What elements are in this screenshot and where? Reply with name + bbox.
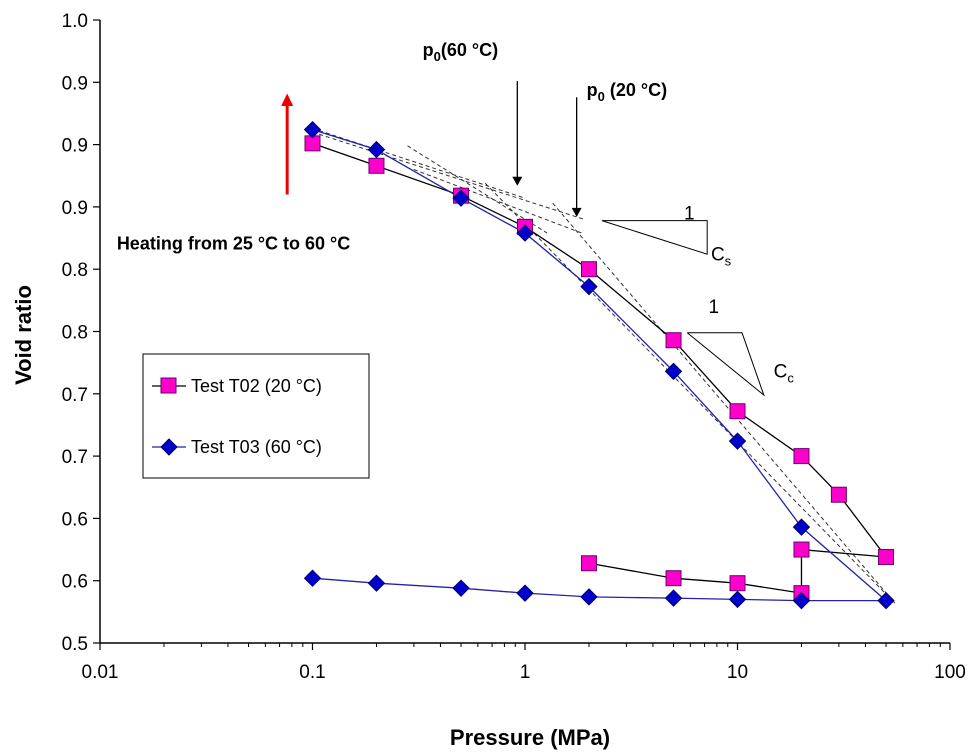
dashed-guide-line xyxy=(413,169,582,234)
data-point-t02 xyxy=(793,448,810,465)
annotation-p0-60-main: p xyxy=(423,40,434,60)
x-tick-label: 0.01 xyxy=(82,662,119,683)
slope-triangle-cs xyxy=(601,220,708,255)
y-tick-label: 0.6 xyxy=(62,572,88,593)
y-tick-label: 0.8 xyxy=(62,260,88,281)
data-point-t03 xyxy=(516,224,534,242)
annotation-p0-20-sub: 0 xyxy=(598,89,605,104)
annotation-cs-main: C xyxy=(711,244,725,265)
annotation-cs: Cs xyxy=(711,244,732,268)
slope-triangle-cc xyxy=(686,332,765,397)
series-markers xyxy=(303,120,895,610)
y-axis-title: Void ratio xyxy=(11,285,36,385)
data-point-t02 xyxy=(580,555,597,572)
data-point-t02 xyxy=(368,157,385,174)
legend-square-marker xyxy=(160,377,177,394)
x-tick-label: 1 xyxy=(520,662,531,683)
x-tick-label: 10 xyxy=(727,662,748,683)
x-ticks: 0.01 0.1 1 10 100 xyxy=(82,643,966,683)
data-point-t02 xyxy=(580,261,597,278)
annotation-p0-60: p0(60 °C) xyxy=(423,40,498,64)
y-tick-label: 0.6 xyxy=(62,509,88,530)
y-tick-label: 0.9 xyxy=(62,198,88,219)
annotation-p0-20-main: p xyxy=(587,80,598,100)
legend-entry-t03: Test T03 (60 °C) xyxy=(152,437,322,457)
annotation-p0-60-rest: (60 °C) xyxy=(441,40,498,60)
data-point-t03 xyxy=(303,569,322,587)
data-point-t02 xyxy=(830,486,847,503)
data-point-t03 xyxy=(792,591,811,610)
data-point-t03 xyxy=(516,584,534,602)
annotation-slope-one-cs: 1 xyxy=(684,203,695,224)
data-point-t02 xyxy=(665,332,682,349)
data-point-t03 xyxy=(580,277,598,296)
axes xyxy=(99,20,950,644)
y-ticks: 0.5 0.6 0.6 0.7 0.7 0.8 0.8 0.9 0.9 0.9 1.0 xyxy=(62,11,100,655)
x-tick-label: 0.1 xyxy=(299,662,325,683)
data-point-t02 xyxy=(665,570,682,587)
annotation-p0-20: p0 (20 °C) xyxy=(587,80,667,104)
dashed-guide-line xyxy=(552,202,896,604)
data-point-t03 xyxy=(877,591,895,610)
legend-label-t03: Test T03 (60 °C) xyxy=(191,437,322,457)
legend-entry-t02: Test T02 (20 °C) xyxy=(152,376,322,396)
y-tick-label: 0.7 xyxy=(62,447,88,468)
y-tick-label: 0.7 xyxy=(62,385,88,406)
data-point-t03 xyxy=(664,589,683,607)
data-point-t03 xyxy=(452,579,470,597)
y-tick-label: 0.5 xyxy=(62,634,88,655)
annotation-heating: Heating from 25 °C to 60 °C xyxy=(117,233,350,253)
annotation-cc-sub: c xyxy=(787,371,794,386)
dashed-guide-line xyxy=(484,182,896,604)
legend-label-t02: Test T02 (20 °C) xyxy=(191,376,322,396)
y-tick-label: 1.0 xyxy=(62,11,88,32)
annotation-slope-one-cc: 1 xyxy=(708,297,719,318)
legend-diamond-marker xyxy=(160,438,178,456)
data-point-t03 xyxy=(580,588,598,606)
annotation-arrows xyxy=(281,81,582,217)
slope-triangles xyxy=(601,220,765,397)
data-point-t02 xyxy=(878,549,895,566)
y-tick-label: 0.8 xyxy=(62,323,88,344)
y-tick-label: 0.9 xyxy=(62,136,88,157)
annotation-cc-main: C xyxy=(774,362,788,383)
x-tick-label: 100 xyxy=(934,662,966,683)
data-point-t03 xyxy=(792,518,811,536)
data-point-t02 xyxy=(729,575,746,592)
data-point-t02 xyxy=(729,403,746,420)
data-point-t03 xyxy=(664,362,683,381)
data-point-t03 xyxy=(728,590,747,609)
dashed-guide-line xyxy=(312,131,585,220)
p0-20-arrow-head xyxy=(571,207,582,217)
legend-box xyxy=(142,353,370,479)
data-point-t03 xyxy=(452,189,470,207)
heating-arrow-head xyxy=(281,93,294,106)
data-point-t02 xyxy=(793,541,810,558)
legend: Test T02 (20 °C) Test T03 (60 °C) xyxy=(142,353,370,479)
y-tick-label: 0.9 xyxy=(62,73,88,94)
dashed-guide-line xyxy=(312,127,526,199)
data-point-t03 xyxy=(303,120,322,139)
x-axis-title: Pressure (MPa) xyxy=(450,725,610,750)
annotation-cs-sub: s xyxy=(725,253,732,268)
annotation-p0-20-rest: (20 °C) xyxy=(605,80,667,100)
data-point-t03 xyxy=(367,140,386,159)
annotation-p0-60-sub: 0 xyxy=(434,49,441,64)
p0-60-arrow-head xyxy=(512,176,523,186)
data-point-t03 xyxy=(728,432,747,450)
data-point-t03 xyxy=(367,574,386,592)
annotation-cc: Cc xyxy=(774,362,795,386)
